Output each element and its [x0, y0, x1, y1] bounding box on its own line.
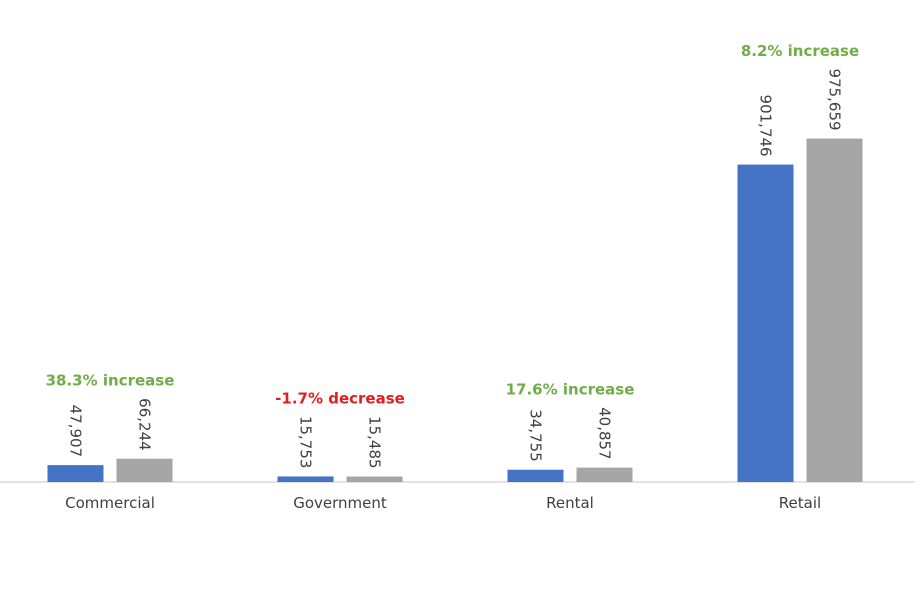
- bar-government-series-2: [346, 476, 403, 482]
- category-label-government: Government: [293, 494, 387, 512]
- bar-commercial-series-1: [47, 465, 104, 482]
- bar-government-series-1: [277, 476, 334, 482]
- value-label-commercial-series-2: 66,244: [136, 398, 154, 451]
- category-label-rental: Rental: [546, 494, 594, 512]
- change-annotation-commercial: 38.3% increase: [46, 371, 175, 389]
- labels-group: 47,907 66,244 Commercial 38.3% increase 15,7…: [46, 42, 860, 512]
- bar-rental-series-2: [576, 467, 633, 482]
- bar-rental-series-1: [507, 469, 564, 482]
- value-label-retail-series-2: 975,659: [826, 69, 844, 131]
- bar-retail-series-1: [737, 164, 794, 483]
- bar-retail-series-2: [806, 138, 863, 482]
- value-label-rental-series-1: 34,755: [527, 409, 545, 462]
- value-label-government-series-1: 15,753: [297, 416, 315, 469]
- bar-commercial-series-2: [116, 458, 173, 482]
- change-annotation-rental: 17.6% increase: [506, 380, 635, 398]
- value-label-rental-series-2: 40,857: [596, 407, 614, 460]
- bars-group: [47, 138, 863, 483]
- change-annotation-retail: 8.2% increase: [741, 42, 859, 60]
- category-label-retail: Retail: [779, 494, 821, 512]
- category-label-commercial: Commercial: [65, 494, 155, 512]
- change-annotation-government: -1.7% decrease: [275, 389, 405, 407]
- value-label-retail-series-1: 901,746: [757, 95, 775, 157]
- value-label-commercial-series-1: 47,907: [67, 405, 85, 458]
- value-label-government-series-2: 15,485: [366, 416, 384, 469]
